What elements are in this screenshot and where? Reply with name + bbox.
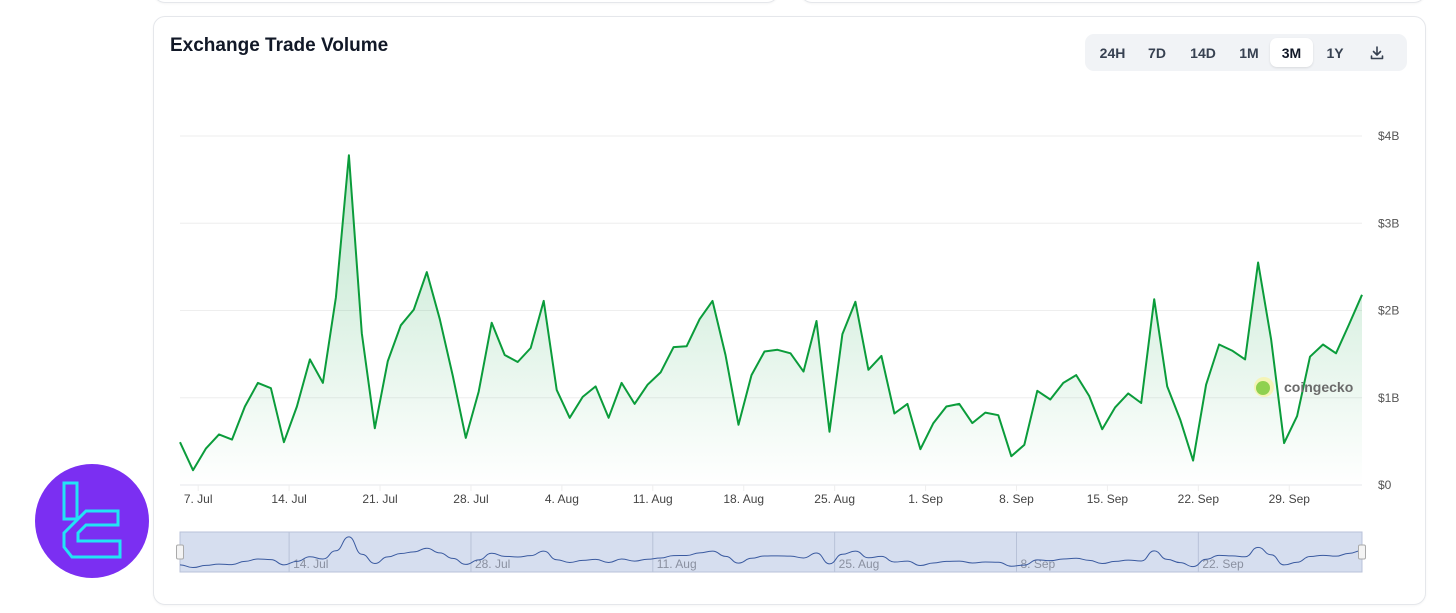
chart-title: Exchange Trade Volume <box>170 35 389 56</box>
navigator-tick-label: 8. Sep <box>1020 557 1055 571</box>
x-tick-label: 11. Aug <box>633 492 673 506</box>
download-icon <box>1370 45 1384 59</box>
volume-line <box>179 154 1363 472</box>
navigator-series-line <box>179 536 1363 569</box>
range-1y-button[interactable]: 1Y <box>1326 44 1344 61</box>
y-tick-label: $4B <box>1378 129 1399 143</box>
navigator-handle-right[interactable] <box>1358 544 1366 560</box>
navigator-tick-label: 28. Jul <box>475 557 510 571</box>
watermark-text: coingecko <box>1284 379 1353 395</box>
volume-area <box>180 155 1362 485</box>
range-1m-button[interactable]: 1M <box>1239 44 1259 61</box>
x-tick-label: 18. Aug <box>723 492 764 506</box>
y-tick-label: $2B <box>1378 304 1399 318</box>
x-tick-label: 21. Jul <box>362 492 397 506</box>
x-tick-label: 28. Jul <box>453 492 488 506</box>
x-tick-label: 7. Jul <box>184 492 213 506</box>
range-24h-button[interactable]: 24H <box>1099 44 1126 61</box>
y-tick-label: $1B <box>1378 391 1399 405</box>
navigator-selection <box>179 531 1363 573</box>
navigator[interactable]: 14. Jul 28. Jul 11. Aug 25. Aug 8. Sep 22. Se… <box>176 531 1366 573</box>
x-tick-label: 15. Sep <box>1087 492 1129 506</box>
x-tick-label: 29. Sep <box>1269 492 1311 506</box>
y-tick-label: $3B <box>1378 216 1399 230</box>
navigator-tick-label: 11. Aug <box>657 557 697 571</box>
range-toolbar: 24H 7D 14D 1M 3M 1Y <box>1085 34 1407 71</box>
x-tick-label: 14. Jul <box>271 492 306 506</box>
x-tick-label: 4. Aug <box>545 492 579 506</box>
navigator-tick-label: 25. Aug <box>839 557 880 571</box>
x-tick-label: 25. Aug <box>814 492 855 506</box>
y-tick-label: $0 <box>1378 478 1392 492</box>
logo-glyph-icon <box>62 481 122 559</box>
range-14d-button[interactable]: 14D <box>1190 44 1216 61</box>
brand-logo <box>35 464 149 578</box>
navigator-handle-left[interactable] <box>176 544 184 560</box>
range-7d-button[interactable]: 7D <box>1148 44 1166 61</box>
coingecko-watermark: coingecko <box>1254 377 1353 397</box>
x-tick-label: 1. Sep <box>908 492 943 506</box>
x-tick-label: 8. Sep <box>999 492 1034 506</box>
download-button[interactable] <box>1357 38 1397 67</box>
x-tick-label: 22. Sep <box>1178 492 1220 506</box>
navigator-tick-label: 22. Sep <box>1202 557 1244 571</box>
range-3m-button[interactable]: 3M <box>1270 38 1313 67</box>
